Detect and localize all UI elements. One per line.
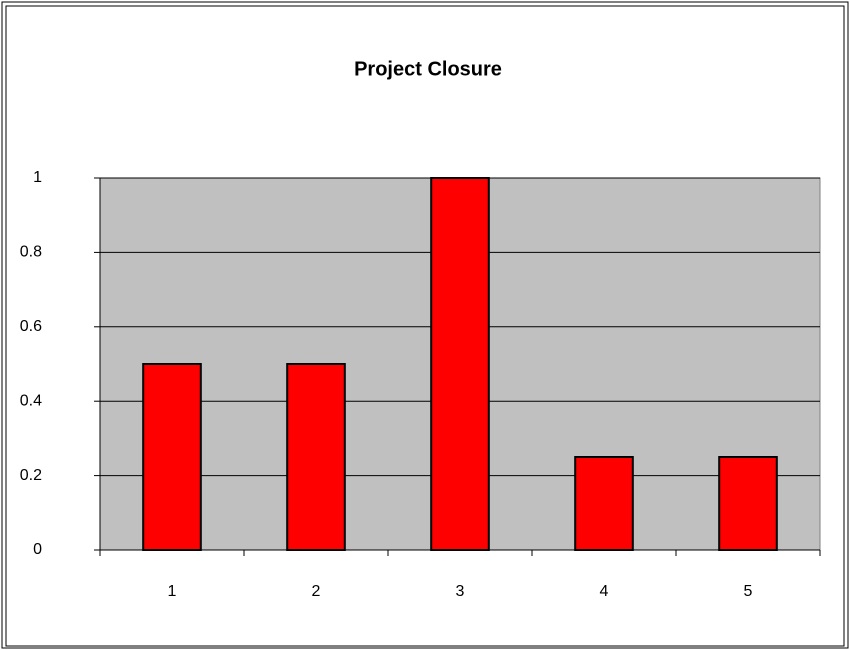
bar [718,456,778,551]
y-tick-label: 0.4 [20,392,42,409]
y-tick-label: 0.2 [20,467,42,484]
bar [574,456,634,551]
x-tick-label: 5 [744,583,753,600]
y-tick-label: 0.6 [20,318,42,335]
bar [286,363,346,551]
bar [142,363,202,551]
x-tick-label: 3 [456,583,465,600]
x-tick-label: 2 [312,583,321,600]
x-tick-label: 4 [600,583,609,600]
y-tick-label: 0 [33,541,42,558]
y-tick-label: 0.8 [20,244,42,261]
chart-title: Project Closure [354,58,502,80]
bar [430,177,490,551]
inner-frame [5,5,845,647]
x-tick-label: 1 [168,583,177,600]
y-tick-label: 1 [33,169,42,186]
